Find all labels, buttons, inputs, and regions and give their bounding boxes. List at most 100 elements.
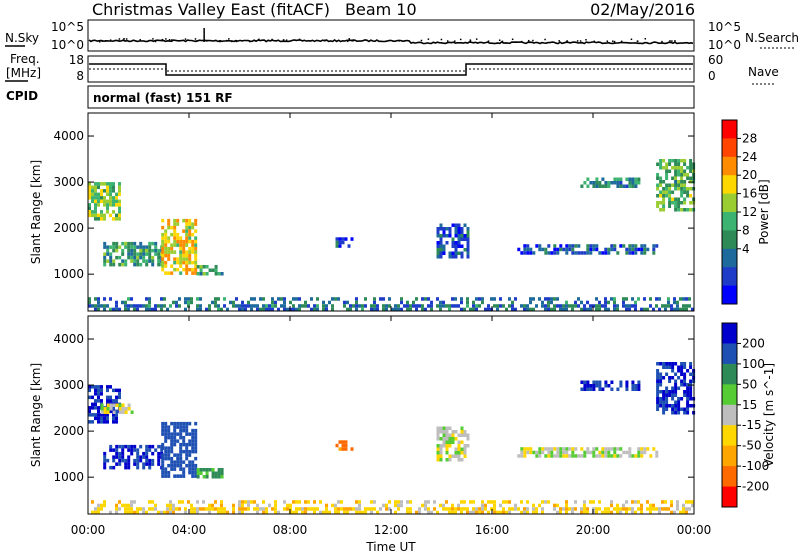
echo-cell — [668, 390, 672, 394]
freq-unit-label: [MHz] — [6, 66, 41, 80]
echo-cell — [664, 507, 667, 511]
echo-cell — [214, 272, 218, 276]
echo-cell — [169, 503, 172, 508]
echo-cell — [463, 507, 466, 511]
echo-cell — [179, 428, 183, 433]
colorbar-tick-label: -50 — [742, 439, 762, 453]
echo-cell — [130, 448, 134, 452]
echo-cell — [124, 462, 128, 466]
echo-cell — [674, 176, 678, 180]
echo-cell — [124, 410, 128, 414]
echo-cell — [118, 192, 121, 197]
echo-cell — [232, 300, 235, 305]
echo-cell — [676, 507, 679, 511]
echo-cell — [139, 252, 143, 256]
echo-cell — [689, 362, 693, 366]
echo-cell — [103, 252, 107, 256]
echo-cell — [457, 503, 460, 508]
echo-cell — [173, 421, 177, 426]
echo-cell — [97, 413, 100, 417]
echo-cell — [103, 255, 107, 260]
echo-cell — [161, 421, 165, 426]
echo-cell — [88, 406, 91, 410]
echo-cell — [683, 362, 687, 366]
echo-cell — [151, 462, 155, 466]
echo-cell — [194, 229, 198, 233]
echo-cell — [115, 420, 118, 424]
echo-cell — [589, 181, 593, 185]
echo-cell — [164, 435, 168, 440]
echo-cell — [550, 454, 554, 458]
echo-cell — [505, 500, 508, 504]
echo-cell — [656, 390, 660, 394]
echo-cell — [133, 252, 137, 256]
echo-cell — [640, 450, 644, 455]
echo-cell — [337, 507, 340, 511]
echo-cell — [217, 468, 221, 472]
velocity-colorbar-label: Velocity [m s^-1] — [762, 363, 776, 467]
echo-cell — [112, 465, 116, 470]
echo-cell — [439, 241, 443, 245]
echo-cell — [520, 450, 524, 455]
echo-cell — [409, 304, 412, 308]
echo-cell — [580, 380, 584, 384]
echo-cell — [127, 304, 130, 308]
echo-cell — [127, 507, 130, 511]
echo-cell — [457, 447, 461, 451]
echo-cell — [574, 251, 578, 255]
echo-cell — [631, 184, 635, 188]
echo-cell — [659, 180, 663, 184]
echo-cell — [547, 454, 551, 458]
echo-cell — [668, 187, 672, 191]
echo-cell — [241, 300, 244, 305]
echo-cell — [625, 177, 629, 181]
echo-cell — [466, 510, 469, 515]
echo-cell — [196, 510, 199, 515]
echo-cell — [463, 234, 467, 238]
echo-cell — [656, 397, 660, 401]
echo-cell — [194, 467, 198, 471]
echo-cell — [343, 304, 346, 308]
colorbar-swatch — [722, 193, 737, 213]
echo-cell — [454, 241, 458, 245]
echo-cell — [106, 199, 109, 204]
echo-cell — [178, 507, 181, 511]
echo-cell — [662, 407, 666, 411]
echo-cell — [322, 307, 325, 312]
echo-cell — [130, 252, 134, 256]
echo-cell — [589, 500, 592, 504]
echo-cell — [211, 507, 214, 511]
echo-cell — [442, 507, 445, 511]
echo-cell — [154, 248, 158, 253]
echo-cell — [157, 262, 161, 267]
colorbar-swatch — [722, 445, 737, 467]
echo-cell — [157, 510, 160, 515]
echo-cell — [121, 410, 125, 414]
echo-cell — [184, 297, 187, 301]
echo-cell — [532, 510, 535, 515]
echo-cell — [148, 307, 151, 312]
echo-cell — [100, 410, 104, 414]
echo-cell — [340, 507, 343, 511]
echo-cell — [466, 237, 470, 241]
echo-cell — [167, 250, 171, 254]
echo-cell — [460, 510, 463, 515]
echo-cell — [677, 407, 681, 411]
echo-cell — [142, 510, 145, 515]
echo-cell — [689, 162, 693, 166]
echo-cell — [622, 297, 625, 301]
echo-cell — [109, 185, 112, 190]
colorbar-tick-label: 4 — [742, 242, 750, 256]
echo-cell — [190, 507, 193, 511]
echo-cell — [604, 384, 608, 388]
echo-cell — [655, 454, 659, 458]
nsky-point — [612, 40, 614, 42]
echo-cell — [136, 462, 140, 466]
echo-cell — [619, 181, 623, 185]
echo-cell — [112, 307, 115, 312]
echo-cell — [103, 203, 106, 207]
echo-cell — [668, 362, 672, 366]
echo-cell — [619, 380, 623, 384]
echo-cell — [394, 510, 397, 515]
echo-cell — [112, 203, 115, 207]
